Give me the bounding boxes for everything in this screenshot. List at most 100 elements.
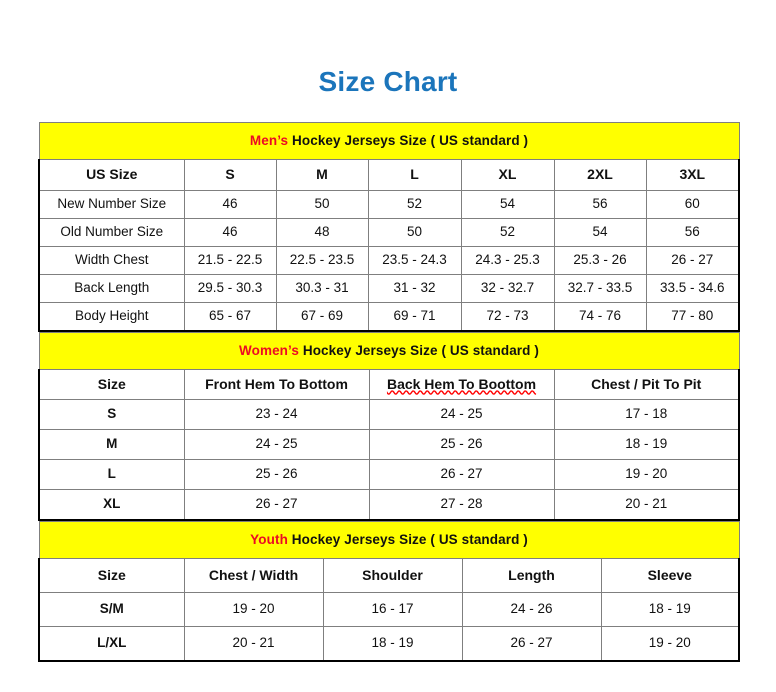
table-row: XL 26 - 27 27 - 28 20 - 21	[38, 489, 740, 521]
youth-row-label: L/XL	[38, 626, 185, 662]
mens-cell: 21.5 - 22.5	[183, 246, 277, 275]
mens-cell: 67 - 69	[275, 302, 369, 332]
mens-cell: 54	[553, 218, 647, 247]
page-title: Size Chart	[318, 66, 458, 97]
womens-cell: 18 - 19	[553, 429, 740, 460]
mens-section-banner-row: Men’s Hockey Jerseys Size ( US standard …	[38, 122, 740, 160]
womens-cell: 24 - 25	[183, 429, 370, 460]
youth-col-header-3: Length	[461, 558, 602, 593]
youth-column-header-row: Size Chest / Width Shoulder Length Sleev…	[38, 558, 741, 593]
mens-banner-accent: Men’s	[249, 132, 289, 148]
mens-cell: 50	[367, 218, 462, 247]
table-row: Back Length 29.5 - 30.3 30.3 - 31 31 - 3…	[38, 274, 741, 303]
womens-size-table: Women’s Hockey Jerseys Size ( US standar…	[38, 332, 740, 521]
mens-cell: 46	[183, 190, 277, 219]
womens-col-header-2-text: Back Hem To Boottom	[386, 375, 537, 392]
womens-cell: 20 - 21	[553, 489, 740, 521]
womens-section-banner-row: Women’s Hockey Jerseys Size ( US standar…	[38, 332, 740, 370]
table-row: New Number Size 46 50 52 54 56 60	[38, 190, 741, 219]
womens-col-header-3: Chest / Pit To Pit	[553, 369, 740, 400]
mens-cell: 29.5 - 30.3	[183, 274, 277, 303]
womens-cell: 23 - 24	[183, 399, 370, 430]
mens-cell: 74 - 76	[553, 302, 647, 332]
youth-cell: 18 - 19	[600, 592, 741, 627]
youth-col-header-2: Shoulder	[322, 558, 463, 593]
mens-section-banner: Men’s Hockey Jerseys Size ( US standard …	[38, 122, 740, 160]
youth-section-banner-row: Youth Hockey Jerseys Size ( US standard …	[38, 521, 740, 559]
table-row: L 25 - 26 26 - 27 19 - 20	[38, 459, 740, 490]
womens-cell: 19 - 20	[553, 459, 740, 490]
womens-row-label: L	[38, 459, 185, 490]
mens-cell: 32 - 32.7	[460, 274, 555, 303]
mens-cell: 56	[553, 190, 647, 219]
mens-cell: 25.3 - 26	[553, 246, 647, 275]
mens-col-header-2: M	[275, 159, 369, 191]
mens-col-header-6: 3XL	[645, 159, 741, 191]
table-row: L/XL 20 - 21 18 - 19 26 - 27 19 - 20	[38, 626, 741, 662]
mens-banner-rest: Hockey Jerseys Size ( US standard )	[288, 132, 529, 148]
youth-col-header-0: Size	[38, 558, 185, 593]
mens-row-label: Width Chest	[38, 246, 185, 275]
womens-row-label: S	[38, 399, 185, 430]
womens-banner-accent: Women’s	[239, 342, 299, 358]
mens-cell: 23.5 - 24.3	[367, 246, 462, 275]
mens-size-table: Men’s Hockey Jerseys Size ( US standard …	[38, 122, 741, 332]
womens-row-label: XL	[38, 489, 185, 521]
mens-cell: 52	[367, 190, 462, 219]
youth-cell: 24 - 26	[461, 592, 602, 627]
mens-cell: 26 - 27	[645, 246, 741, 275]
womens-col-header-0: Size	[38, 369, 185, 400]
mens-cell: 48	[275, 218, 369, 247]
mens-cell: 32.7 - 33.5	[553, 274, 647, 303]
mens-cell: 56	[645, 218, 741, 247]
youth-cell: 19 - 20	[183, 592, 324, 627]
youth-cell: 20 - 21	[183, 626, 324, 662]
youth-col-header-1: Chest / Width	[183, 558, 324, 593]
womens-cell: 17 - 18	[553, 399, 740, 430]
youth-col-header-4: Sleeve	[600, 558, 741, 593]
mens-row-label: New Number Size	[38, 190, 185, 219]
mens-col-header-5: 2XL	[553, 159, 647, 191]
table-row: Old Number Size 46 48 50 52 54 56	[38, 218, 741, 247]
mens-cell: 33.5 - 34.6	[645, 274, 741, 303]
womens-row-label: M	[38, 429, 185, 460]
womens-cell: 25 - 26	[183, 459, 370, 490]
youth-size-table: Youth Hockey Jerseys Size ( US standard …	[38, 521, 741, 662]
mens-column-header-row: US Size S M L XL 2XL 3XL	[38, 159, 741, 191]
mens-cell: 77 - 80	[645, 302, 741, 332]
womens-col-header-2: Back Hem To Boottom	[368, 369, 555, 400]
youth-cell: 16 - 17	[322, 592, 463, 627]
table-row: S 23 - 24 24 - 25 17 - 18	[38, 399, 740, 430]
mens-cell: 24.3 - 25.3	[460, 246, 555, 275]
womens-cell: 27 - 28	[368, 489, 555, 521]
size-tables-container: Men’s Hockey Jerseys Size ( US standard …	[38, 122, 741, 662]
womens-col-header-1: Front Hem To Bottom	[183, 369, 370, 400]
mens-cell: 46	[183, 218, 277, 247]
womens-cell: 26 - 27	[368, 459, 555, 490]
womens-column-header-row: Size Front Hem To Bottom Back Hem To Boo…	[38, 369, 740, 400]
youth-cell: 18 - 19	[322, 626, 463, 662]
womens-banner-rest: Hockey Jerseys Size ( US standard )	[299, 342, 539, 358]
youth-cell: 19 - 20	[600, 626, 741, 662]
womens-cell: 26 - 27	[183, 489, 370, 521]
youth-banner-rest: Hockey Jerseys Size ( US standard )	[287, 531, 528, 547]
mens-cell: 30.3 - 31	[275, 274, 369, 303]
mens-cell: 52	[460, 218, 555, 247]
mens-cell: 69 - 71	[367, 302, 462, 332]
mens-col-header-0: US Size	[38, 159, 185, 191]
womens-section-banner: Women’s Hockey Jerseys Size ( US standar…	[38, 332, 740, 370]
mens-cell: 31 - 32	[367, 274, 462, 303]
mens-row-label: Back Length	[38, 274, 185, 303]
mens-cell: 60	[645, 190, 741, 219]
table-row: S/M 19 - 20 16 - 17 24 - 26 18 - 19	[38, 592, 741, 627]
youth-cell: 26 - 27	[461, 626, 602, 662]
mens-cell: 72 - 73	[460, 302, 555, 332]
womens-cell: 25 - 26	[368, 429, 555, 460]
youth-banner-accent: Youth	[250, 531, 288, 547]
table-row: Body Height 65 - 67 67 - 69 69 - 71 72 -…	[38, 302, 741, 332]
youth-row-label: S/M	[38, 592, 185, 627]
table-row: M 24 - 25 25 - 26 18 - 19	[38, 429, 740, 460]
mens-col-header-4: XL	[460, 159, 555, 191]
mens-cell: 54	[460, 190, 555, 219]
